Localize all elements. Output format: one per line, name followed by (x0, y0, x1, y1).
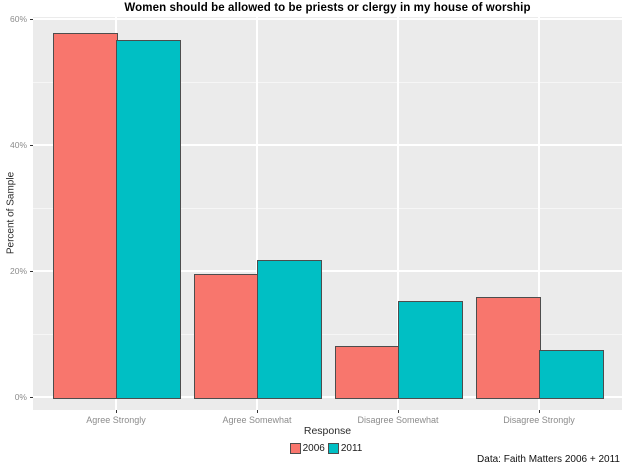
gridline-minor-h (33, 334, 622, 335)
y-tick-mark (30, 271, 33, 272)
gridline-major-v (538, 17, 540, 410)
gridline-minor-h (33, 208, 622, 209)
gridline-major-v (256, 17, 258, 410)
legend-key-2011 (327, 442, 339, 454)
caption: Data: Faith Matters 2006 + 2011 (477, 454, 620, 465)
y-tick-label: 0% (14, 392, 27, 402)
x-tick-mark (397, 410, 399, 413)
x-tick-mark (115, 410, 117, 413)
gridline-major-h (33, 144, 622, 146)
x-tick-label-agree-strongly: Agree Strongly (86, 415, 146, 425)
y-tick-mark (30, 19, 33, 20)
y-tick-label: 60% (9, 14, 27, 24)
gridline-major-v (397, 17, 399, 410)
x-tick-label-disagree-strongly: Disagree Strongly (503, 415, 575, 425)
bar-2011-agree-somewhat (257, 260, 322, 399)
x-tick-mark (256, 410, 258, 413)
y-tick-mark (30, 145, 33, 146)
gridline-minor-h (33, 82, 622, 83)
chart-title: Women should be allowed to be priests or… (124, 2, 531, 14)
bar-2006-disagree-somewhat (335, 345, 400, 399)
x-axis-title: Response (303, 425, 352, 437)
x-tick-label-agree-somewhat: Agree Somewhat (222, 415, 292, 425)
x-axis: Agree Strongly Agree Somewhat Disagree Som… (33, 410, 622, 436)
x-tick-mark (538, 410, 540, 413)
gridline-major-h (33, 270, 622, 272)
y-tick-label: 20% (9, 266, 27, 276)
y-tick-label: 40% (9, 140, 27, 150)
x-tick-label-disagree-somewhat: Disagree Somewhat (357, 415, 439, 425)
gridline-major-h (33, 18, 622, 20)
plot-panel (33, 17, 622, 410)
bar-2011-disagree-strongly (539, 349, 604, 399)
bar-2006-agree-strongly (53, 32, 118, 399)
bar-2006-agree-somewhat (194, 273, 259, 399)
legend-label-2006: 2006 (302, 442, 325, 454)
bar-2011-agree-strongly (116, 40, 181, 399)
legend-label-2011: 2011 (340, 442, 363, 454)
bar-2011-disagree-somewhat (398, 300, 463, 399)
gridline-major-h (33, 396, 622, 398)
y-tick-mark (30, 397, 33, 398)
legend: 2006 2011 (33, 441, 622, 455)
y-axis: 0% 20% 40% 60% (0, 14, 33, 410)
bar-2006-disagree-strongly (476, 296, 541, 399)
legend-key-2006 (289, 442, 301, 454)
